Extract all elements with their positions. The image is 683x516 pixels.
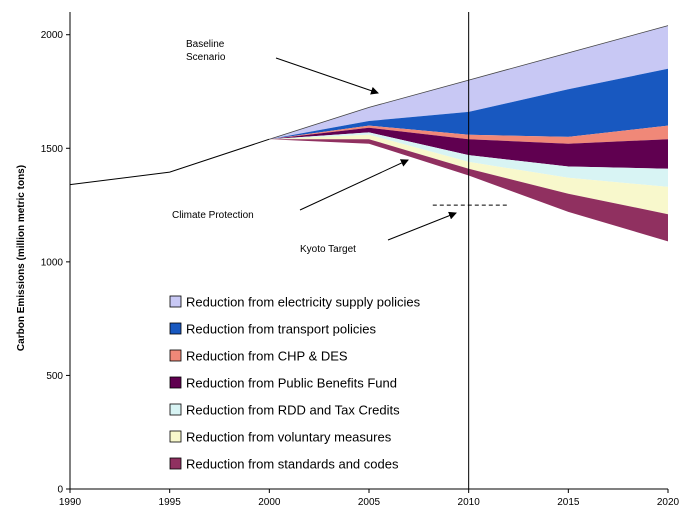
legend-swatch-3	[169, 376, 182, 389]
area-series-2	[269, 125, 668, 144]
x-tick-label: 1995	[159, 497, 182, 508]
x-tick-label: 2010	[458, 497, 481, 508]
chart-axes: 0 500 1000 1500 2000 1990 1995 2000 2005 2010 2015…	[41, 12, 680, 508]
annotation-arrow-climate	[299, 159, 409, 211]
legend-swatch-6	[169, 457, 182, 470]
legend-label-0: Reduction from electricity supply polici…	[186, 295, 421, 310]
legend: Reduction from electricity supply polici…	[169, 295, 421, 472]
annotation-climate: Climate Protection	[172, 210, 254, 221]
legend-swatch-5	[169, 430, 182, 443]
historical-line	[69, 138, 270, 186]
x-tick-label: 2005	[358, 497, 381, 508]
legend-swatch-0	[169, 295, 182, 308]
annotation-kyoto: Kyoto Target	[300, 244, 356, 255]
area-series-1	[269, 68, 668, 140]
annotation-baseline: Baseline Scenario	[186, 39, 226, 63]
y-tick-label: 1000	[41, 257, 64, 268]
x-tick-label: 2020	[657, 497, 680, 508]
legend-swatch-1	[169, 322, 182, 335]
legend-label-1: Reduction from transport policies	[186, 322, 377, 337]
chart-annotations: Baseline Scenario Climate Protection Kyoto …	[172, 39, 457, 255]
y-tick-label: 0	[57, 485, 63, 496]
x-tick-label: 1990	[59, 497, 82, 508]
legend-label-4: Reduction from RDD and Tax Credits	[186, 403, 400, 418]
legend-swatch-4	[169, 403, 182, 416]
y-tick-label: 1500	[41, 144, 64, 155]
y-tick-label: 500	[46, 371, 63, 382]
legend-label-3: Reduction from Public Benefits Fund	[186, 376, 397, 391]
legend-label-2: Reduction from CHP & DES	[186, 349, 348, 364]
legend-label-6: Reduction from standards and codes	[186, 457, 399, 472]
x-tick-label: 2015	[557, 497, 580, 508]
x-tick-label: 2000	[258, 497, 281, 508]
annotation-arrow-kyoto	[387, 211, 457, 241]
y-tick-label: 2000	[41, 30, 64, 41]
y-axis-label: Carbon Emissions (million metric tons)	[16, 165, 27, 351]
annotation-arrow-baseline	[275, 57, 379, 95]
legend-swatch-2	[169, 349, 182, 362]
chart-lines	[69, 12, 669, 489]
legend-label-5: Reduction from voluntary measures	[186, 430, 392, 445]
